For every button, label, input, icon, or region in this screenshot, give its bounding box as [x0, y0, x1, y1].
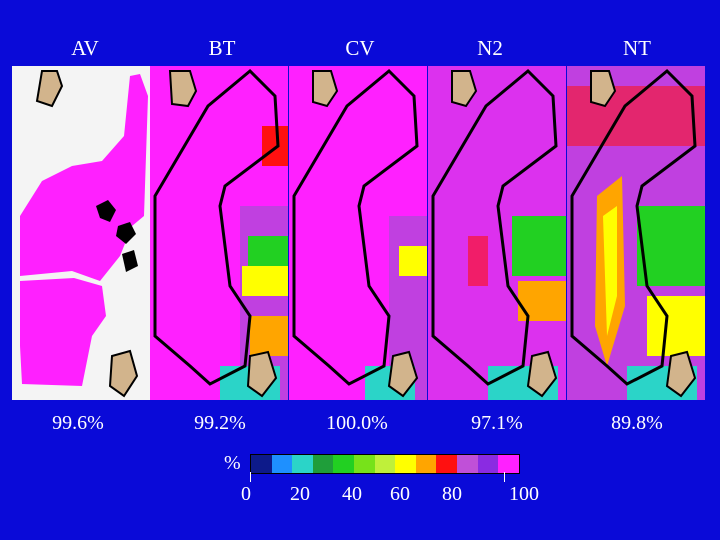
panel-percent-av: 99.6%: [52, 412, 104, 434]
panel-percent-cv: 100.0%: [326, 412, 388, 434]
panel-percent-nt: 89.8%: [611, 412, 663, 434]
panel-percent-bt: 99.2%: [194, 412, 246, 434]
map-panel-bt: [150, 66, 288, 400]
legend-swatch-7: [395, 455, 416, 473]
legend-label-80: 80: [442, 483, 462, 505]
legend-swatch-2: [292, 455, 313, 473]
panel-title-cv: CV: [345, 36, 375, 60]
legend-swatch-8: [415, 455, 437, 473]
legend-swatch-11: [477, 455, 499, 473]
legend-swatch-0: [251, 455, 272, 473]
legend-swatch-10: [457, 455, 478, 473]
map-panel-av: [12, 66, 150, 400]
legend-swatch-1: [271, 455, 293, 473]
panel-title-bt: BT: [208, 36, 236, 60]
legend-swatch-6: [374, 455, 396, 473]
map-panel-cv: [289, 66, 427, 400]
legend-label-40: 40: [342, 483, 362, 505]
legend-swatch-9: [436, 455, 458, 473]
legend-unit: %: [224, 452, 241, 474]
legend-label-20: 20: [290, 483, 310, 505]
legend-label-60: 60: [390, 483, 410, 505]
legend-swatch-12: [498, 455, 519, 473]
panel-title-nt: NT: [623, 36, 651, 60]
panel-title-av: AV: [71, 36, 99, 60]
legend-swatch-4: [333, 455, 355, 473]
legend-label-100: 100: [509, 483, 539, 505]
map-panel-nt: [567, 66, 705, 400]
color-legend-bar: [250, 454, 520, 474]
legend-label-0: 0: [241, 483, 251, 505]
legend-tick-100: [504, 472, 505, 482]
panel-title-n2: N2: [477, 36, 503, 60]
legend-tick-0: [250, 472, 251, 482]
panel-percent-n2: 97.1%: [471, 412, 523, 434]
map-panel-n2: [428, 66, 566, 400]
legend-swatch-3: [312, 455, 334, 473]
legend-swatch-5: [354, 455, 375, 473]
